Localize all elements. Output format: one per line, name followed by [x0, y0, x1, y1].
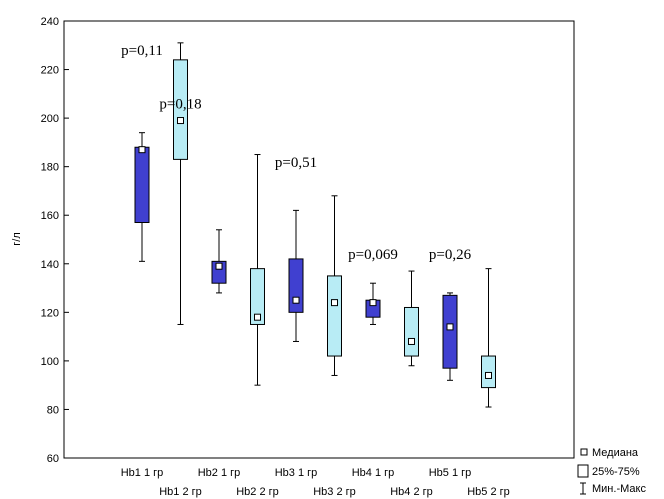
box-6 [327, 195, 342, 376]
median-marker [177, 117, 184, 125]
quartile-box [442, 294, 458, 369]
box-8 [404, 270, 419, 367]
y-tick-label: 120 [41, 307, 59, 319]
x-tick-label: Hb5 1 гр [429, 467, 472, 479]
legend-whisker-label: Мин.-Макс [592, 483, 646, 495]
box-1 [134, 132, 150, 262]
plot-frame [63, 20, 575, 459]
y-tick-label: 100 [41, 356, 59, 368]
box-9 [442, 292, 458, 381]
median-marker [408, 337, 415, 345]
x-axis-labels: Hb1 1 гр Hb1 2 гр Hb2 1 гр Hb2 2 гр Hb3 1 гр… [121, 467, 510, 498]
box-4 [250, 154, 265, 386]
median-marker [254, 313, 261, 321]
median-marker [215, 262, 223, 270]
legend: Медиана 25%-75% Мин.-Макс [577, 447, 646, 495]
quartile-box [404, 306, 419, 357]
median-marker [292, 296, 300, 304]
x-tick-label: Hb3 1 гр [275, 467, 318, 479]
p-value-label: p=0,11 [121, 43, 163, 59]
median-marker [369, 299, 377, 307]
p-value-label: p=0,51 [275, 155, 317, 171]
legend-median-swatch [580, 448, 588, 456]
p-value-label: p=0,18 [159, 97, 201, 113]
x-tick-label: Hb4 1 гр [352, 467, 395, 479]
y-tick-label: 200 [41, 113, 59, 125]
x-tick-label: Hb4 2 гр [390, 486, 433, 498]
quartile-box [250, 268, 265, 325]
median-marker [331, 299, 338, 307]
box-3 [211, 229, 227, 294]
quartile-box [134, 146, 150, 224]
legend-whisker-swatch [580, 482, 586, 495]
quartile-box [288, 258, 304, 313]
box-7 [365, 282, 381, 325]
x-tick-label: Hb2 1 гр [198, 467, 241, 479]
x-tick-label: Hb5 2 гр [467, 486, 510, 498]
quartile-box [327, 275, 342, 357]
legend-median-label: Медиана [592, 447, 639, 459]
y-tick-label: 240 [41, 16, 59, 28]
p-value-annotations: p=0,11 p=0,18 p=0,51 p=0,069 p=0,26 [121, 43, 471, 263]
p-value-label: p=0,26 [429, 247, 472, 263]
box-2 [173, 42, 188, 325]
y-tick-label: 60 [47, 453, 59, 465]
y-axis: 60 80 100 120 140 160 180 200 220 240 [41, 16, 69, 465]
box-10 [481, 268, 496, 408]
x-tick-label: Hb1 2 гр [159, 486, 202, 498]
y-tick-label: 140 [41, 259, 59, 271]
legend-quartile-swatch [577, 464, 589, 478]
median-marker [446, 323, 454, 331]
legend-quartile-label: 25%-75% [592, 466, 640, 478]
median-marker [138, 146, 146, 154]
y-tick-label: 180 [41, 162, 59, 174]
median-marker [485, 371, 492, 379]
p-value-label: p=0,069 [348, 247, 398, 263]
y-tick-label: 220 [41, 65, 59, 77]
x-tick-label: Hb3 2 гр [313, 486, 356, 498]
y-tick-label: 80 [47, 404, 59, 416]
y-axis-label: г/л [11, 232, 23, 246]
quartile-box [481, 355, 496, 389]
quartile-box [173, 59, 188, 160]
x-tick-label: Hb2 2 гр [236, 486, 279, 498]
x-tick-label: Hb1 1 гр [121, 467, 164, 479]
box-5 [288, 209, 304, 342]
y-tick-label: 160 [41, 210, 59, 222]
box-series [134, 42, 496, 408]
